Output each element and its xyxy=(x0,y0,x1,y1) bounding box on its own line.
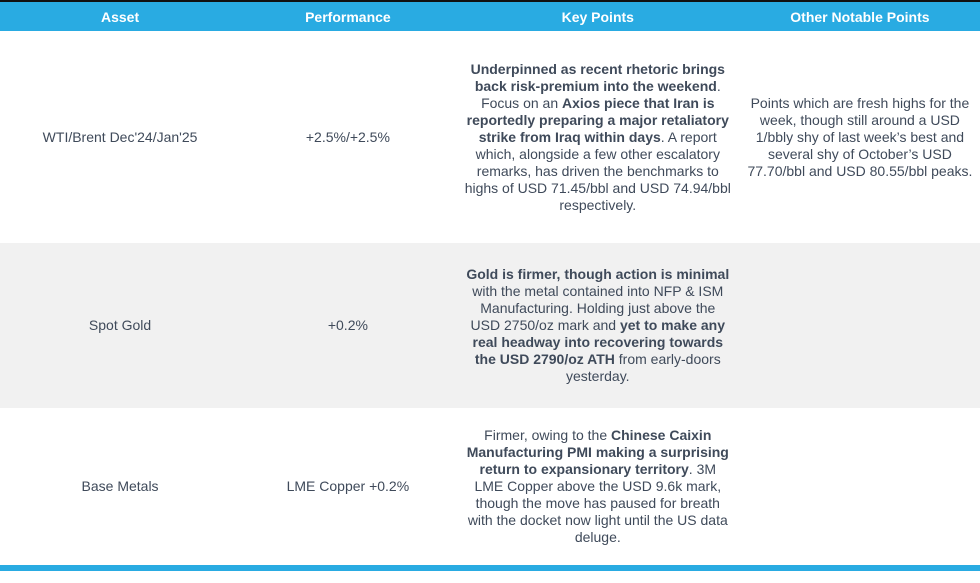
key-points-cell: Firmer, owing to the Chinese Caixin Manu… xyxy=(456,423,740,550)
other-points-cell xyxy=(740,322,980,330)
header-asset: Asset xyxy=(100,8,140,25)
table-row-wti-brent: WTI/Brent Dec'24/Jan'25 +2.5%/+2.5% Unde… xyxy=(0,31,980,243)
bottom-accent-bar xyxy=(0,565,980,571)
asset-cell: Base Metals xyxy=(81,478,159,494)
other-points-cell: Points which are fresh highs for the wee… xyxy=(740,91,980,184)
key-points-cell: Underpinned as recent rhetoric brings ba… xyxy=(456,57,740,218)
table-row-base-metals: Base Metals LME Copper +0.2% Firmer, owi… xyxy=(0,408,980,565)
performance-cell: LME Copper +0.2% xyxy=(286,478,410,494)
table-row-spot-gold: Spot Gold +0.2% Gold is firmer, though a… xyxy=(0,243,980,408)
key-points-text: Firmer, owing to the Chinese Caixin Manu… xyxy=(466,427,729,545)
performance-cell: +2.5%/+2.5% xyxy=(305,128,390,145)
key-points-text: Underpinned as recent rhetoric brings ba… xyxy=(464,60,731,213)
performance-cell: +0.2% xyxy=(327,317,368,333)
asset-cell: Spot Gold xyxy=(88,317,152,333)
other-points-cell xyxy=(740,483,980,491)
other-points-text: Points which are fresh highs for the wee… xyxy=(747,94,973,179)
header-key-points: Key Points xyxy=(561,8,634,25)
key-points-cell: Gold is firmer, though action is minimal… xyxy=(456,262,740,389)
bottom-whitespace xyxy=(0,571,980,577)
header-other-notable-points: Other Notable Points xyxy=(790,8,930,25)
header-performance: Performance xyxy=(305,8,391,25)
table-header-row: Asset Performance Key Points Other Notab… xyxy=(0,2,980,31)
asset-cell: WTI/Brent Dec'24/Jan'25 xyxy=(42,128,198,145)
key-points-text: Gold is firmer, though action is minimal… xyxy=(466,266,730,384)
